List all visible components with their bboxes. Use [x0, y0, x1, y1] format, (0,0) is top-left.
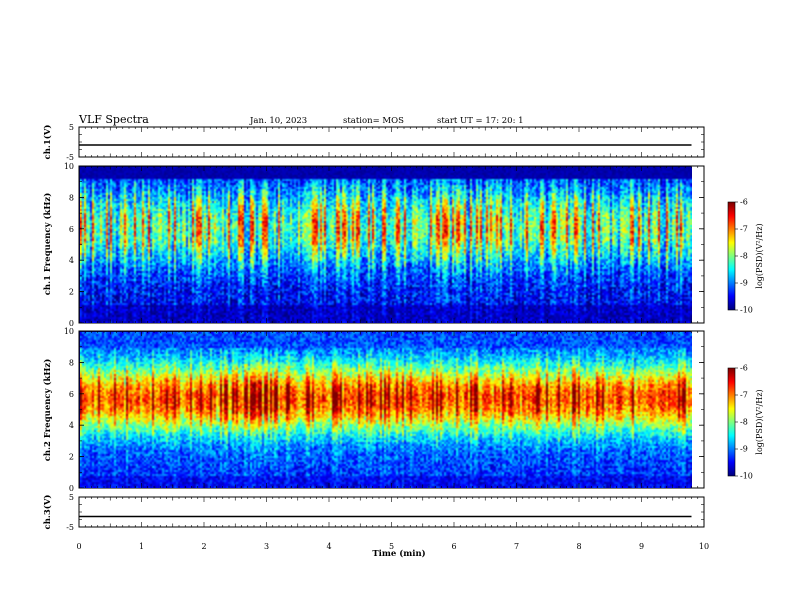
x-tick-label: 9 [639, 542, 644, 551]
ch2-spectrogram-image [80, 332, 692, 488]
colorbar-tick-label: -7 [740, 225, 748, 234]
ch1-waveform-ylabel: ch.1(V) [42, 125, 53, 160]
ch1-spectrogram-ytick-label: 4 [69, 256, 74, 265]
ch1-colorbar-image [728, 202, 735, 310]
x-tick-label: 2 [201, 542, 206, 551]
colorbar-tick-label: -9 [740, 279, 748, 288]
ch2-spectrogram-ylabel: ch.2 Frequency (kHz) [42, 359, 53, 462]
ch2-colorbar-label: log(PSD)(V²/Hz) [755, 389, 764, 454]
ch2-spectrogram [79, 331, 692, 488]
colorbar-tick-label: -7 [740, 391, 748, 400]
ch2-colorbar-image [728, 368, 735, 476]
station-label: station= MOS [343, 116, 404, 126]
x-tick-label: 10 [699, 542, 709, 551]
figure-title: VLF Spectra [78, 113, 149, 126]
ch1-spectrogram-image [80, 167, 692, 323]
x-axis-label: Time (min) [372, 548, 425, 559]
colorbar-tick-label: -10 [740, 472, 753, 481]
ch2-spectrogram-ytick-label: 8 [69, 358, 74, 367]
x-tick-label: 6 [451, 542, 456, 551]
x-tick-label: 3 [264, 542, 269, 551]
x-tick-label: 0 [76, 542, 81, 551]
ch1-spectrogram-ytick-label: 10 [64, 162, 74, 171]
ch1-waveform-ytick-label: -5 [66, 153, 74, 162]
x-tick-label: 5 [389, 542, 394, 551]
axis-ticks: 0 1 2 3 4 5 6 7 8 9 105-5024681002468105-5-6-7-8-9… [64, 123, 753, 551]
ch1-spectrogram-ytick-label: 2 [69, 288, 74, 297]
ch3-waveform-ytick-label: 5 [69, 493, 74, 502]
start-ut-label: start UT = 17: 20: 1 [437, 116, 524, 126]
colorbar-tick-label: -8 [740, 252, 748, 261]
ch1-waveform-ytick-label: 5 [69, 123, 74, 132]
ch1-spectrogram-ytick-label: 6 [69, 225, 74, 234]
ch1-spectrogram [79, 166, 692, 323]
ch2-spectrogram-ytick-label: 2 [69, 453, 74, 462]
ch3-waveform-ylabel: ch.3(V) [42, 495, 53, 530]
ch1-colorbar-label: log(PSD)(V²/Hz) [755, 223, 764, 288]
ch1-spectrogram-ytick-label: 0 [69, 319, 74, 328]
x-tick-label: 4 [326, 542, 331, 551]
colorbar-tick-label: -9 [740, 445, 748, 454]
x-tick-label: 8 [576, 542, 581, 551]
colorbar-tick-label: -6 [740, 364, 748, 373]
ch1-spectrogram-ylabel: ch.1 Frequency (kHz) [42, 193, 53, 296]
ch1-spectrogram-ytick-label: 8 [69, 193, 74, 202]
ch2-spectrogram-ytick-label: 6 [69, 390, 74, 399]
x-tick-label: 7 [514, 542, 519, 551]
colorbar-tick-label: -6 [740, 198, 748, 207]
ch3-waveform-ytick-label: -5 [66, 523, 74, 532]
colorbar-tick-label: -8 [740, 418, 748, 427]
ch2-spectrogram-ytick-label: 0 [69, 484, 74, 493]
colorbar-tick-label: -10 [740, 306, 753, 315]
x-tick-label: 1 [139, 542, 144, 551]
date-label: Jan. 10, 2023 [249, 116, 307, 126]
ch2-spectrogram-ytick-label: 4 [69, 421, 74, 430]
ch2-spectrogram-ytick-label: 10 [64, 327, 74, 336]
